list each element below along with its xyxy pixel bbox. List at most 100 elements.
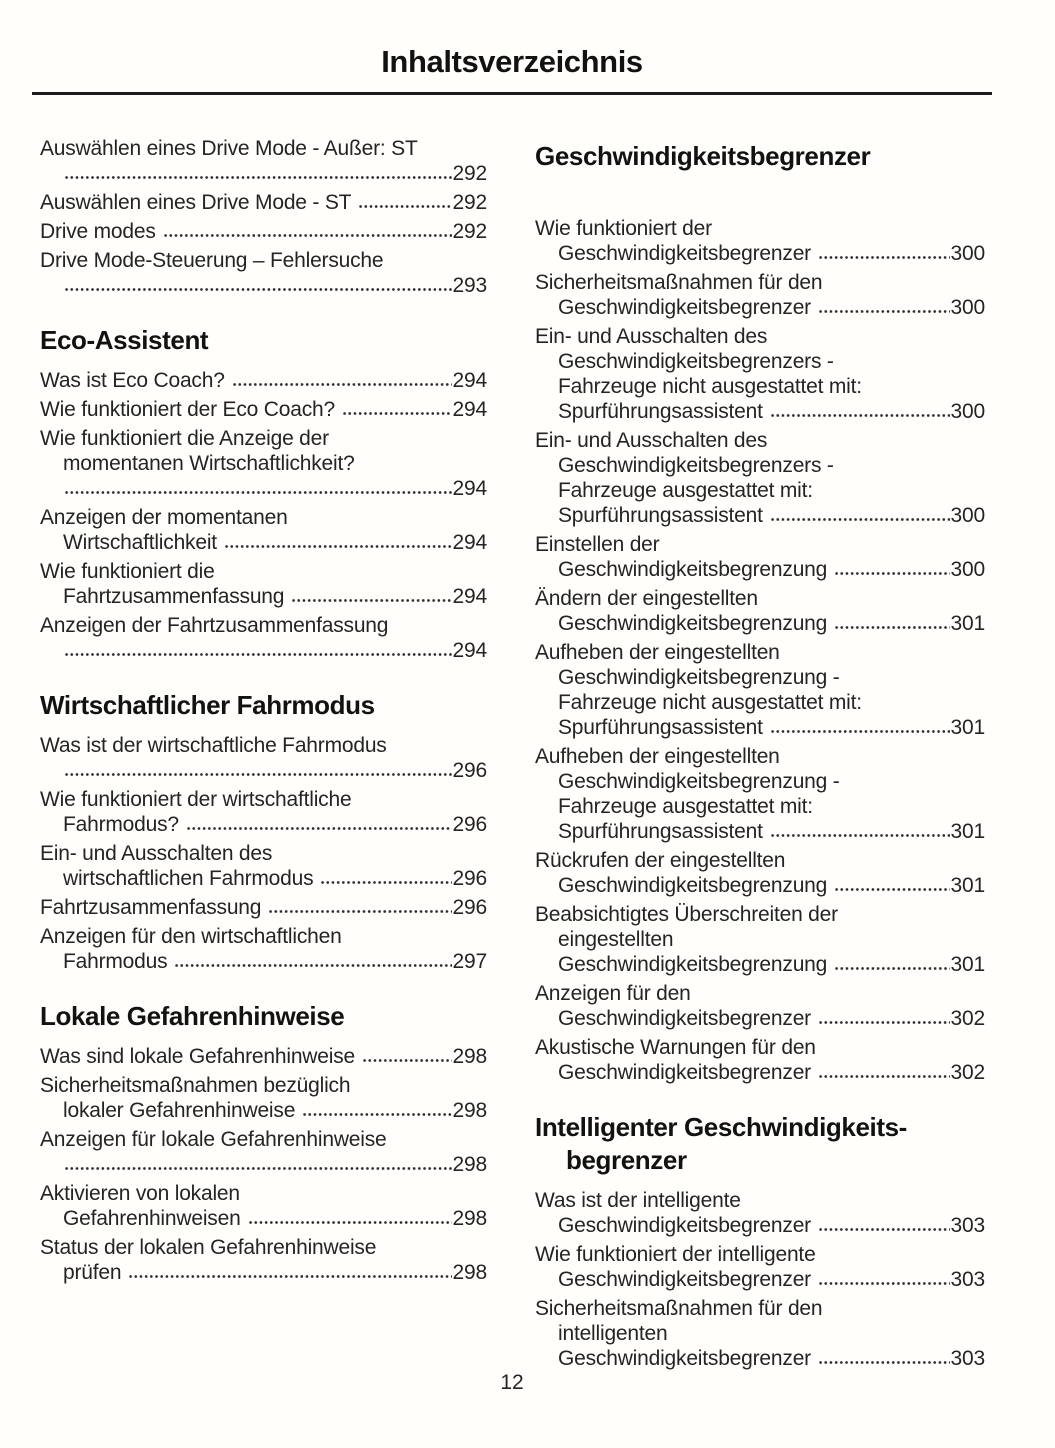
toc-entry: Was ist Eco Coach? 294 [40,368,487,393]
dot-leader [302,1101,452,1117]
toc-entry-text: Geschwindigkeitsbegrenzer [558,1007,811,1030]
toc-entry-line: intelligenten [558,1322,668,1345]
toc-entry-line: Geschwindigkeitsbegrenzung - [558,666,840,689]
dot-leader [247,1209,452,1225]
toc-entry-text: Geschwindigkeitsbegrenzung [558,953,828,976]
toc-entry-line: Was ist Eco Coach? 294 [40,368,487,393]
toc-entry-line: Sicherheitsmaßnahmen für den [535,271,823,294]
page-ref: 303 [950,1214,986,1237]
dot-leader [358,193,452,209]
dot-leader [817,1063,950,1079]
section-heading: Eco-Assistent [40,324,487,357]
page-ref: 301 [950,716,986,739]
toc-entry-text: Fahrtzusammenfassung [40,896,262,919]
toc-entry-line: Geschwindigkeitsbegrenzung 301 [535,952,985,977]
toc-entry-line: Fahrmodus? 296 [40,812,487,837]
toc-entry-line: Spurführungsassistent 300 [535,399,985,424]
dot-leader [817,244,950,260]
toc-entry: Aktivieren von lokalen Gefahrenhinweisen 2… [40,1181,487,1231]
dot-leader [769,718,950,734]
toc-entry-text: Was ist Eco Coach? [40,369,225,392]
toc-entry-line: Rückrufen der eingestellten [535,849,786,872]
dot-leader [817,1216,950,1232]
page-ref: 294 [452,398,488,421]
dot-leader [231,371,452,387]
toc-entry-line: Aktivieren von lokalen [40,1182,240,1205]
toc-entry-line: Auswählen eines Drive Mode - Außer: ST [40,137,418,160]
toc-entry-line: Wirtschaftlichkeit 294 [40,530,487,555]
dot-leader [64,276,452,292]
page-ref: 300 [950,296,986,319]
toc-entry: Sicherheitsmaßnahmen bezüglich lokaler Ge… [40,1073,487,1123]
toc-entry: Sicherheitsmaßnahmen für den intelligente… [535,1296,985,1371]
toc-entry: Anzeigen für lokale Gefahrenhinweise 298 [40,1127,487,1177]
toc-entry-text: Geschwindigkeitsbegrenzer [558,242,811,265]
toc-section: Auswählen eines Drive Mode - Außer: ST 29… [40,136,487,298]
dot-leader [834,876,950,892]
toc-entry-text: Spurführungsassistent [558,716,763,739]
page-ref: 293 [452,274,488,297]
dot-leader [769,506,950,522]
toc-entry: Anzeigen der momentanen Wirtschaftlichkei… [40,505,487,555]
toc-entry-line: Wie funktioniert der [535,217,712,240]
toc-entry-text: prüfen [63,1261,122,1284]
toc-entry-text: Gefahrenhinweisen [63,1207,241,1230]
page-ref: 294 [452,477,488,500]
toc-entry-line: Fahrtzusammenfassung 296 [40,895,487,920]
toc-section: Intelligenter Geschwindigkeits-begrenzer… [535,1111,985,1371]
toc-entry: Drive Mode-Steuerung – Fehlersuche 293 [40,248,487,298]
page-ref: 303 [950,1268,986,1291]
manual-toc-page: Inhaltsverzeichnis Auswählen eines Drive… [32,0,992,1448]
toc-entry-line: Fahrmodus 297 [40,949,487,974]
page-ref: 301 [950,820,986,843]
toc-entry-line: Geschwindigkeitsbegrenzers - [558,454,834,477]
toc-entry: Wie funktioniert die Anzeige der momentan… [40,426,487,501]
toc-entry-line: Anzeigen für lokale Gefahrenhinweise [40,1128,387,1151]
toc-entry-line: Was ist der wirtschaftliche Fahrmodus [40,734,387,757]
toc-entry-text: Spurführungsassistent [558,400,763,423]
toc-entry-text: Auswählen eines Drive Mode - ST [40,191,352,214]
page-ref: 296 [452,896,488,919]
toc-entry-text: Fahrtzusammenfassung [63,585,285,608]
toc-section: Eco-Assistent Was ist Eco Coach? 294 Wie fu… [40,324,487,663]
toc-entry-line: Geschwindigkeitsbegrenzung 300 [535,557,985,582]
page-ref: 301 [950,612,986,635]
toc-entry-line: 293 [40,273,487,298]
toc-entry-line: Geschwindigkeitsbegrenzers - [558,350,834,373]
toc-entry-line: Sicherheitsmaßnahmen für den [535,1297,823,1320]
dot-leader [223,533,452,549]
toc-entry: Anzeigen für den Geschwindigkeitsbegrenze… [535,981,985,1031]
toc-entry-line: Wie funktioniert der intelligente [535,1243,816,1266]
toc-section: Wirtschaftlicher Fahrmodus Was ist der wi… [40,689,487,974]
toc-entry-line: Wie funktioniert der wirtschaftliche [40,788,352,811]
toc-entry-line: Was ist der intelligente [535,1189,741,1212]
dot-leader [362,1047,452,1063]
dot-leader [174,952,452,968]
page-ref: 297 [452,950,488,973]
toc-entry-line: wirtschaftlichen Fahrmodus 296 [40,866,487,891]
title-divider [32,92,992,95]
toc-entry-line: Fahrzeuge nicht ausgestattet mit: [558,691,862,714]
toc-entry-line: 298 [40,1152,487,1177]
page-ref: 292 [452,191,488,214]
toc-entry-line: Fahrzeuge ausgestattet mit: [558,479,813,502]
toc-entry-text: Drive modes [40,220,156,243]
page-ref: 296 [452,867,488,890]
toc-section: Geschwindigkeitsbegrenzer Wie funktionier… [535,140,985,1085]
page-ref: 302 [950,1061,986,1084]
toc-section: Lokale Gefahrenhinweise Was sind lokale G… [40,1000,487,1285]
toc-entry: Wie funktioniert der wirtschaftliche Fahr… [40,787,487,837]
toc-columns: Auswählen eines Drive Mode - Außer: ST 29… [32,136,992,1375]
toc-column-1: Auswählen eines Drive Mode - Außer: ST 29… [40,136,487,1375]
toc-entry-text: Spurführungsassistent [558,504,763,527]
toc-entry-line: Sicherheitsmaßnahmen bezüglich [40,1074,351,1097]
page-ref: 300 [950,400,986,423]
toc-entry-line: Status der lokalen Gefahrenhinweise [40,1236,377,1259]
section-heading: Wirtschaftlicher Fahrmodus [40,689,487,722]
dot-leader [769,822,950,838]
toc-entry-line: lokaler Gefahrenhinweise 298 [40,1098,487,1123]
toc-entry-line: prüfen 298 [40,1260,487,1285]
toc-entry-text: Geschwindigkeitsbegrenzer [558,1214,811,1237]
toc-entry: Anzeigen für den wirtschaftlichen Fahrmod… [40,924,487,974]
dot-leader [320,869,452,885]
